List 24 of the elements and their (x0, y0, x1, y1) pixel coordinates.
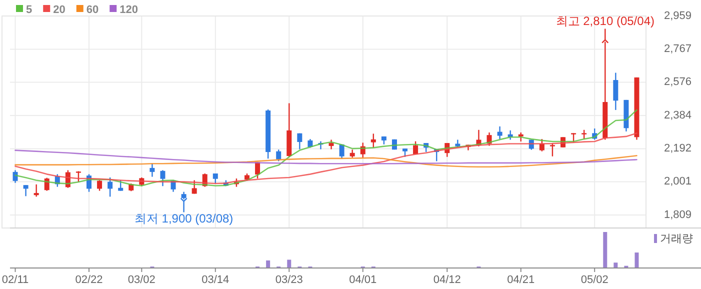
y-tick-label: 2,192 (664, 142, 692, 155)
x-tick-label: 03/23 (275, 274, 303, 286)
y-tick-label: 1,809 (664, 208, 692, 221)
x-tick-label: 02/22 (75, 274, 103, 286)
legend-label: 20 (53, 4, 66, 16)
x-tick-label: 03/02 (128, 274, 156, 286)
x-tick-label: 03/14 (202, 274, 230, 286)
legend-label: 거래량 (660, 233, 693, 245)
x-tick-label: 04/12 (433, 274, 461, 286)
x-tick-label: 02/11 (2, 274, 29, 286)
legend-label: 120 (120, 4, 138, 16)
y-tick-label: 2,576 (664, 76, 692, 88)
y-tick-label: 2,384 (664, 109, 692, 122)
y-tick-label: 2,001 (664, 176, 692, 188)
legend-label: 60 (86, 4, 99, 16)
x-tick-label: 04/01 (349, 274, 377, 286)
legend-volume: 거래량 (654, 233, 693, 245)
x-tick-label: 04/21 (507, 274, 535, 286)
legend-label: 5 (26, 4, 32, 16)
y-tick-label: 2,959 (664, 10, 692, 22)
x-tick-label: 05/02 (580, 274, 608, 286)
annotation: 최저 1,900 (03/08) (134, 211, 234, 226)
annotation: 최고 2,810 (05/04) (556, 14, 654, 28)
y-tick-label: 2,767 (664, 43, 692, 56)
